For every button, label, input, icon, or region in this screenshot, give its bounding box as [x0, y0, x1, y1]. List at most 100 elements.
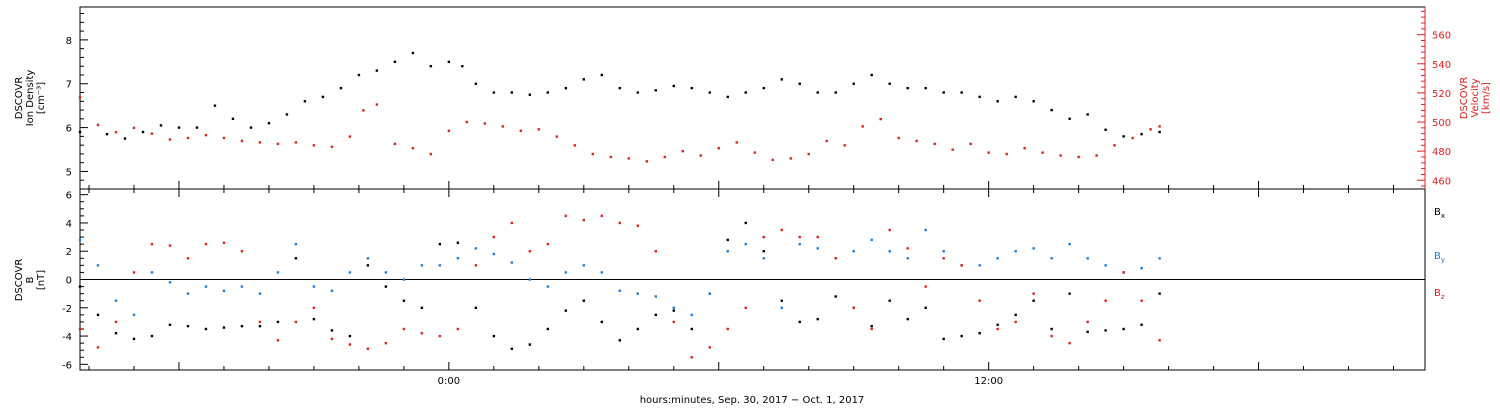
data-point: [1149, 128, 1152, 131]
data-point: [213, 104, 217, 107]
y-tick-label: -4: [62, 332, 72, 343]
data-point: [726, 327, 729, 331]
data-point: [1140, 299, 1143, 302]
data-point: [564, 214, 568, 218]
data-point: [564, 309, 568, 312]
data-point: [96, 123, 100, 127]
data-point: [366, 347, 370, 350]
data-point: [186, 292, 190, 295]
x-axis-label: hours:minutes, Sep. 30, 2017 − Oct. 1, 2…: [640, 395, 865, 406]
data-point: [1086, 113, 1089, 116]
y-left-title: DSCOVR Ion Density [cm⁻³]: [14, 70, 47, 127]
data-point: [141, 130, 145, 134]
data-point: [366, 257, 370, 260]
data-point: [582, 78, 586, 81]
data-point: [402, 327, 406, 331]
data-point: [1050, 334, 1053, 338]
data-point: [249, 126, 253, 129]
y-right-title-line: DSCOVR: [1459, 77, 1470, 120]
data-point: [456, 327, 460, 331]
y-tick-label: -6: [62, 360, 72, 371]
y-left-tick-label: 5: [66, 167, 72, 178]
data-point: [654, 313, 657, 317]
data-point: [942, 250, 945, 253]
data-point: [798, 82, 801, 85]
data-point: [888, 250, 891, 253]
data-point: [294, 141, 298, 144]
data-point: [1032, 292, 1035, 295]
data-point: [285, 113, 289, 116]
data-point: [366, 264, 370, 267]
data-point: [465, 120, 469, 124]
data-point: [1104, 299, 1107, 302]
legend-entry: Bz: [1434, 288, 1445, 301]
data-point: [897, 136, 900, 140]
data-point: [1140, 323, 1143, 326]
data-point: [402, 299, 406, 302]
data-point: [978, 332, 981, 335]
data-point: [843, 144, 846, 147]
data-point: [438, 334, 442, 338]
data-point: [906, 257, 909, 260]
data-point: [1050, 257, 1053, 260]
data-point: [501, 125, 505, 128]
data-point: [483, 122, 487, 125]
data-point: [1104, 264, 1107, 267]
data-point: [150, 242, 154, 246]
data-point: [438, 264, 442, 267]
data-point: [474, 247, 478, 250]
data-point: [276, 320, 280, 324]
data-point: [1158, 130, 1161, 134]
x-tick-label: 12:00: [974, 376, 1003, 387]
data-point: [96, 264, 100, 267]
data-point: [420, 332, 424, 335]
y-title-bottom-line: B: [25, 276, 36, 283]
data-point: [636, 292, 639, 295]
data-point: [996, 100, 999, 103]
data-point: [834, 91, 837, 94]
y-title-bottom: DSCOVR B [nT]: [14, 259, 47, 302]
data-point: [546, 91, 550, 94]
data-point: [744, 221, 747, 225]
data-point: [348, 135, 352, 138]
data-point: [1086, 330, 1089, 334]
data-point: [276, 271, 280, 274]
data-point: [996, 323, 999, 326]
data-point: [636, 327, 639, 331]
data-point: [375, 69, 379, 72]
data-point: [330, 337, 334, 341]
data-point: [807, 152, 810, 156]
data-point: [339, 86, 343, 90]
data-point: [78, 130, 82, 134]
data-point: [870, 238, 873, 242]
data-point: [1005, 152, 1008, 156]
data-point: [1086, 257, 1089, 260]
data-point: [798, 320, 801, 324]
data-point: [987, 151, 990, 154]
data-point: [96, 313, 100, 317]
data-point: [78, 285, 82, 288]
data-point: [771, 158, 774, 162]
data-point: [492, 91, 496, 94]
data-point: [672, 84, 675, 88]
data-point: [834, 295, 837, 298]
data-point: [114, 332, 118, 335]
data-point: [654, 295, 657, 298]
data-point: [132, 126, 136, 130]
data-point: [114, 299, 118, 302]
data-point: [978, 299, 981, 302]
data-point: [834, 257, 837, 260]
data-point: [780, 306, 783, 309]
data-point: [717, 147, 720, 150]
data-point: [231, 117, 235, 121]
data-point: [762, 235, 765, 239]
data-point: [915, 139, 918, 143]
data-point: [294, 257, 298, 260]
data-point: [627, 157, 630, 160]
data-point: [510, 221, 514, 225]
data-point: [816, 91, 819, 94]
data-point: [1158, 125, 1161, 128]
data-point: [330, 145, 334, 148]
data-point: [672, 306, 675, 309]
data-point: [798, 235, 801, 239]
